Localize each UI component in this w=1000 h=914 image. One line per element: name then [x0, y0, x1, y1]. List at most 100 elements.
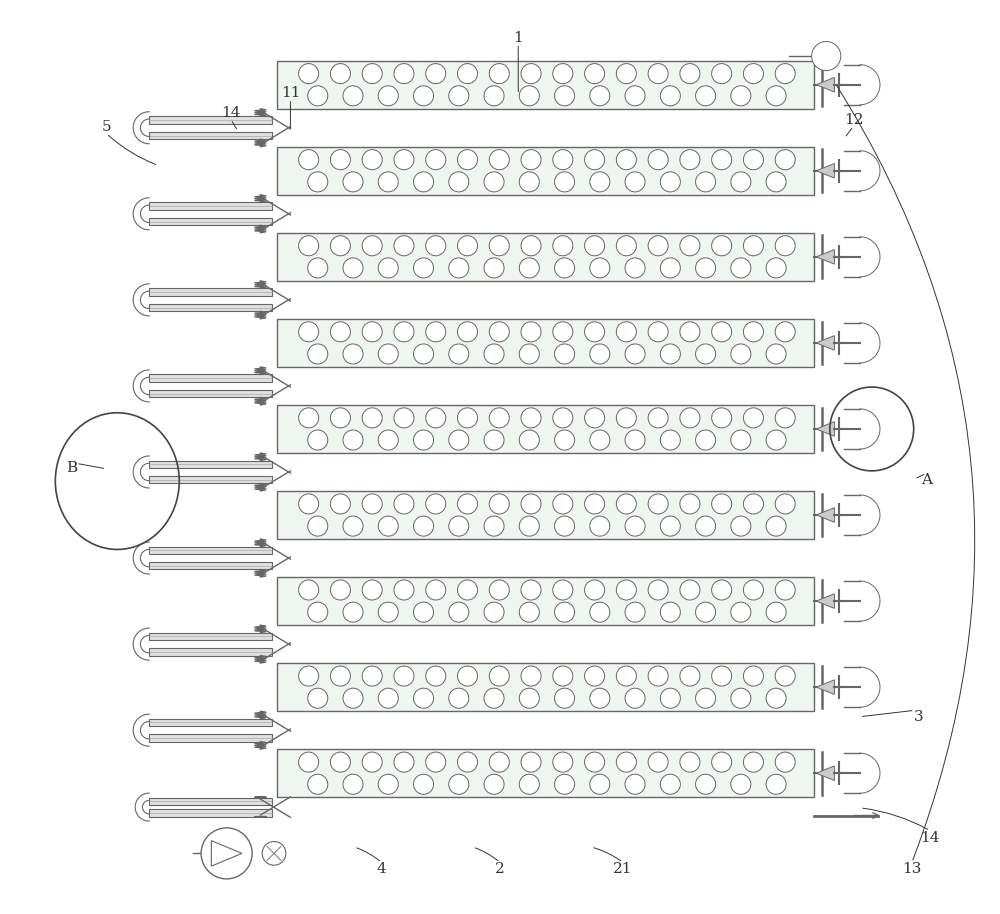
Circle shape: [625, 86, 645, 106]
Circle shape: [696, 172, 716, 192]
Circle shape: [299, 494, 319, 514]
Circle shape: [616, 322, 636, 342]
Circle shape: [775, 494, 795, 514]
Circle shape: [299, 408, 319, 428]
Circle shape: [731, 258, 751, 278]
Text: 21: 21: [613, 862, 633, 876]
Circle shape: [343, 172, 363, 192]
Circle shape: [616, 408, 636, 428]
Bar: [149, 798, 272, 805]
Circle shape: [343, 688, 363, 708]
Circle shape: [484, 344, 504, 364]
Circle shape: [484, 688, 504, 708]
Circle shape: [696, 774, 716, 794]
Circle shape: [521, 150, 541, 170]
Circle shape: [330, 494, 350, 514]
Circle shape: [743, 322, 763, 342]
Text: 2: 2: [495, 862, 505, 876]
Circle shape: [299, 236, 319, 256]
Circle shape: [712, 752, 732, 772]
Circle shape: [731, 602, 751, 622]
Bar: [149, 648, 272, 655]
Circle shape: [743, 752, 763, 772]
Circle shape: [625, 258, 645, 278]
Circle shape: [731, 172, 751, 192]
Circle shape: [555, 602, 575, 622]
Circle shape: [378, 86, 398, 106]
Circle shape: [590, 86, 610, 106]
Circle shape: [426, 666, 446, 686]
Circle shape: [775, 580, 795, 600]
Circle shape: [625, 688, 645, 708]
Circle shape: [299, 322, 319, 342]
Circle shape: [378, 172, 398, 192]
Circle shape: [775, 64, 795, 84]
Circle shape: [414, 258, 434, 278]
Circle shape: [489, 752, 509, 772]
Circle shape: [457, 150, 478, 170]
Bar: [277, 405, 814, 453]
Circle shape: [660, 602, 680, 622]
Circle shape: [616, 150, 636, 170]
Circle shape: [449, 172, 469, 192]
Circle shape: [330, 580, 350, 600]
Bar: [149, 562, 272, 569]
Circle shape: [625, 344, 645, 364]
Circle shape: [521, 752, 541, 772]
Circle shape: [585, 236, 605, 256]
Circle shape: [680, 64, 700, 84]
Circle shape: [330, 408, 350, 428]
Circle shape: [680, 150, 700, 170]
Circle shape: [680, 752, 700, 772]
Circle shape: [712, 322, 732, 342]
Circle shape: [766, 430, 786, 450]
Circle shape: [414, 774, 434, 794]
Circle shape: [489, 494, 509, 514]
Circle shape: [743, 236, 763, 256]
Circle shape: [731, 344, 751, 364]
Circle shape: [394, 494, 414, 514]
Circle shape: [775, 236, 795, 256]
Circle shape: [426, 408, 446, 428]
Circle shape: [457, 580, 478, 600]
Circle shape: [766, 86, 786, 106]
Circle shape: [343, 86, 363, 106]
Circle shape: [414, 602, 434, 622]
Circle shape: [362, 580, 382, 600]
Circle shape: [660, 258, 680, 278]
Circle shape: [308, 258, 328, 278]
Circle shape: [414, 688, 434, 708]
Circle shape: [660, 430, 680, 450]
Circle shape: [712, 666, 732, 686]
Circle shape: [521, 408, 541, 428]
Circle shape: [766, 344, 786, 364]
Circle shape: [696, 602, 716, 622]
Circle shape: [484, 602, 504, 622]
Circle shape: [775, 322, 795, 342]
Circle shape: [775, 666, 795, 686]
Polygon shape: [816, 507, 834, 522]
Circle shape: [712, 64, 732, 84]
Circle shape: [519, 430, 539, 450]
Circle shape: [660, 344, 680, 364]
Circle shape: [489, 322, 509, 342]
Bar: [149, 809, 272, 816]
Circle shape: [766, 774, 786, 794]
Bar: [277, 60, 814, 109]
Bar: [149, 202, 272, 209]
Circle shape: [414, 430, 434, 450]
Circle shape: [625, 774, 645, 794]
Circle shape: [712, 580, 732, 600]
Circle shape: [696, 344, 716, 364]
Circle shape: [696, 516, 716, 537]
Text: 3: 3: [914, 709, 924, 724]
Circle shape: [625, 430, 645, 450]
Circle shape: [712, 150, 732, 170]
Circle shape: [378, 344, 398, 364]
Circle shape: [362, 752, 382, 772]
Circle shape: [362, 408, 382, 428]
Circle shape: [394, 666, 414, 686]
Circle shape: [519, 172, 539, 192]
Circle shape: [484, 430, 504, 450]
Bar: [277, 319, 814, 367]
